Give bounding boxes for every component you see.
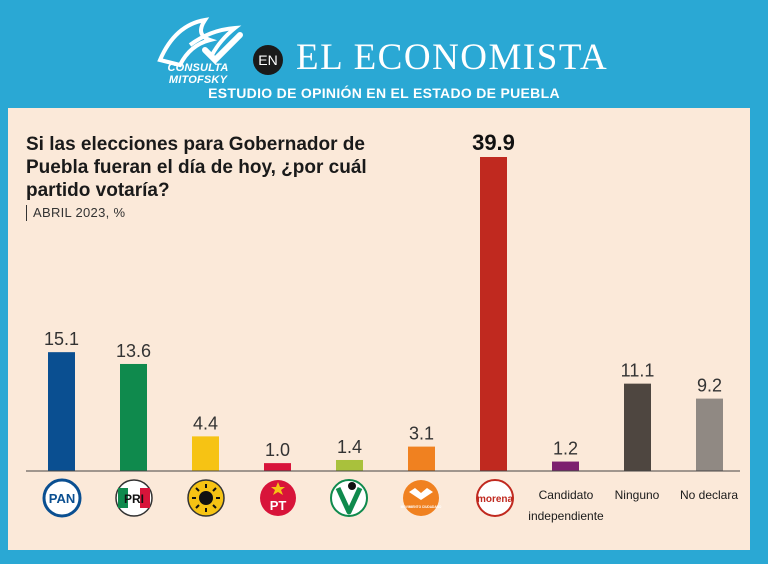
en-badge: EN [253, 45, 283, 75]
bar-no-declara [696, 398, 723, 471]
bar-ninguno [624, 383, 651, 471]
bar-candidato-independiente [552, 461, 579, 471]
bar-pt [264, 463, 291, 471]
data-label-pvem: 1.4 [337, 437, 362, 457]
pt-logo-icon: PT [260, 480, 296, 516]
bar-pan [48, 352, 75, 471]
brand-name: CONSULTA MITOFSKY [167, 62, 229, 86]
chart-panel [8, 108, 750, 550]
pri-logo-text: PRI [124, 492, 144, 506]
publication-title: EL ECONOMISTA [296, 37, 609, 78]
pt-logo-text: PT [270, 498, 287, 513]
mc-logo-text: MOVIMIENTO CIUDADANO [401, 505, 442, 509]
bar-pri [120, 363, 147, 471]
prd-logo-icon [187, 479, 225, 517]
data-label-ninguno: 11.1 [621, 361, 655, 381]
category-label-ninguno: Ninguno [615, 488, 660, 502]
data-label-candidato-independiente: 1.2 [553, 439, 578, 459]
data-label-pan: 15.1 [44, 329, 79, 349]
pan-logo-icon: PAN [42, 478, 82, 518]
header: CONSULTA MITOFSKY EN EL ECONOMISTA ESTUD… [0, 0, 768, 108]
chart-title: Si las elecciones para Gobernador de Pue… [26, 134, 367, 201]
category-label-independiente-2: independiente [528, 509, 604, 523]
pan-logo-text: PAN [49, 491, 75, 506]
category-label-no-declara: No declara [680, 488, 738, 502]
bar-prd [192, 436, 219, 471]
bar-morena [480, 157, 507, 471]
morena-logo-text: morena [477, 494, 514, 505]
data-label-pri: 13.6 [116, 341, 151, 361]
data-label-morena: 39.9 [472, 130, 515, 155]
mc-logo-icon: MOVIMIENTO CIUDADANO [401, 480, 442, 516]
data-label-pt: 1.0 [265, 440, 290, 460]
mitofsky-logo-icon [157, 17, 243, 68]
pri-logo-icon: PRI [115, 479, 153, 517]
chart-meta: ABRIL 2023, % [26, 205, 125, 221]
bar-pvem [336, 459, 363, 471]
morena-logo-icon: morena [476, 479, 514, 517]
category-label-independiente-1: Candidato [539, 488, 594, 502]
data-label-no-declara: 9.2 [697, 376, 722, 396]
data-label-prd: 4.4 [193, 413, 218, 433]
bar-mc [408, 446, 435, 471]
data-label-mc: 3.1 [409, 424, 434, 444]
study-subtitle: ESTUDIO DE OPINIÓN EN EL ESTADO DE PUEBL… [208, 85, 560, 101]
pvem-logo-icon [330, 479, 368, 517]
